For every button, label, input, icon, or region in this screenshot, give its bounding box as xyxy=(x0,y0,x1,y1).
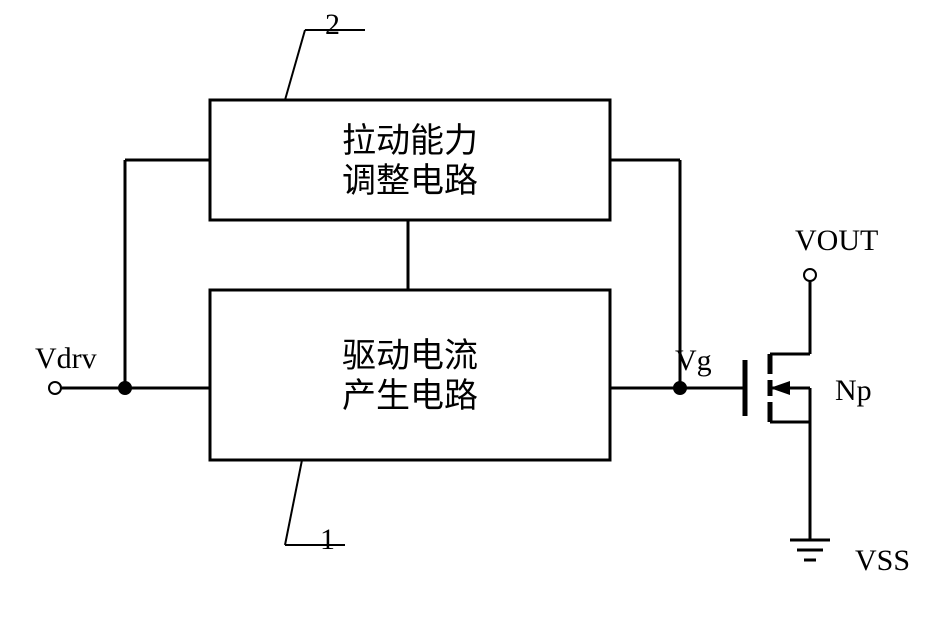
block-bottom-line1: 驱动电流 xyxy=(342,337,478,375)
block-bottom-refnum: 1 xyxy=(320,523,335,556)
label-vss: VSS xyxy=(855,544,910,577)
block-bottom-line2: 产生电路 xyxy=(342,377,478,415)
block-top-box xyxy=(210,100,610,220)
terminal-vdrv xyxy=(49,382,61,394)
junction-vdrv xyxy=(119,382,131,394)
block-top-line1: 拉动能力 xyxy=(342,122,478,160)
block-bottom-box xyxy=(210,290,610,460)
label-np: Np xyxy=(835,374,872,407)
block-top-refnum: 2 xyxy=(325,8,340,41)
terminal-vout xyxy=(804,269,816,281)
label-vdrv: Vdrv xyxy=(35,342,97,375)
block-top-leader xyxy=(285,30,305,100)
block-top-line2: 调整电路 xyxy=(342,162,478,200)
block-bottom-leader xyxy=(285,460,302,545)
label-vg: Vg xyxy=(675,344,712,377)
junction-vg xyxy=(674,382,686,394)
mosfet-body-arrow xyxy=(770,381,790,395)
label-vout: VOUT xyxy=(795,224,878,257)
